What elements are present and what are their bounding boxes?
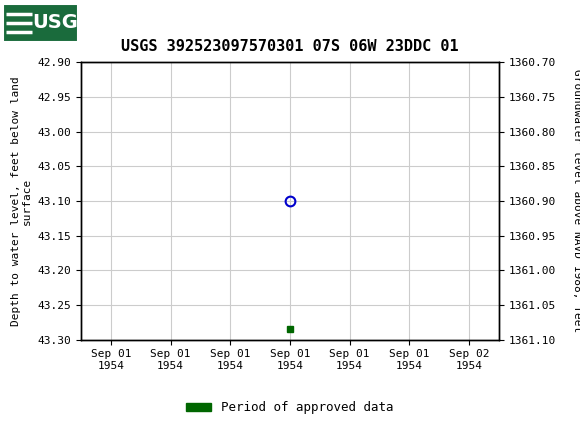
- Y-axis label: Groundwater level above NAVD 1988, feet: Groundwater level above NAVD 1988, feet: [572, 69, 580, 333]
- Text: USGS: USGS: [32, 13, 92, 32]
- Title: USGS 392523097570301 07S 06W 23DDC 01: USGS 392523097570301 07S 06W 23DDC 01: [121, 39, 459, 54]
- Y-axis label: Depth to water level, feet below land
surface: Depth to water level, feet below land su…: [10, 76, 32, 326]
- FancyBboxPatch shape: [3, 3, 78, 42]
- Legend: Period of approved data: Period of approved data: [181, 396, 399, 419]
